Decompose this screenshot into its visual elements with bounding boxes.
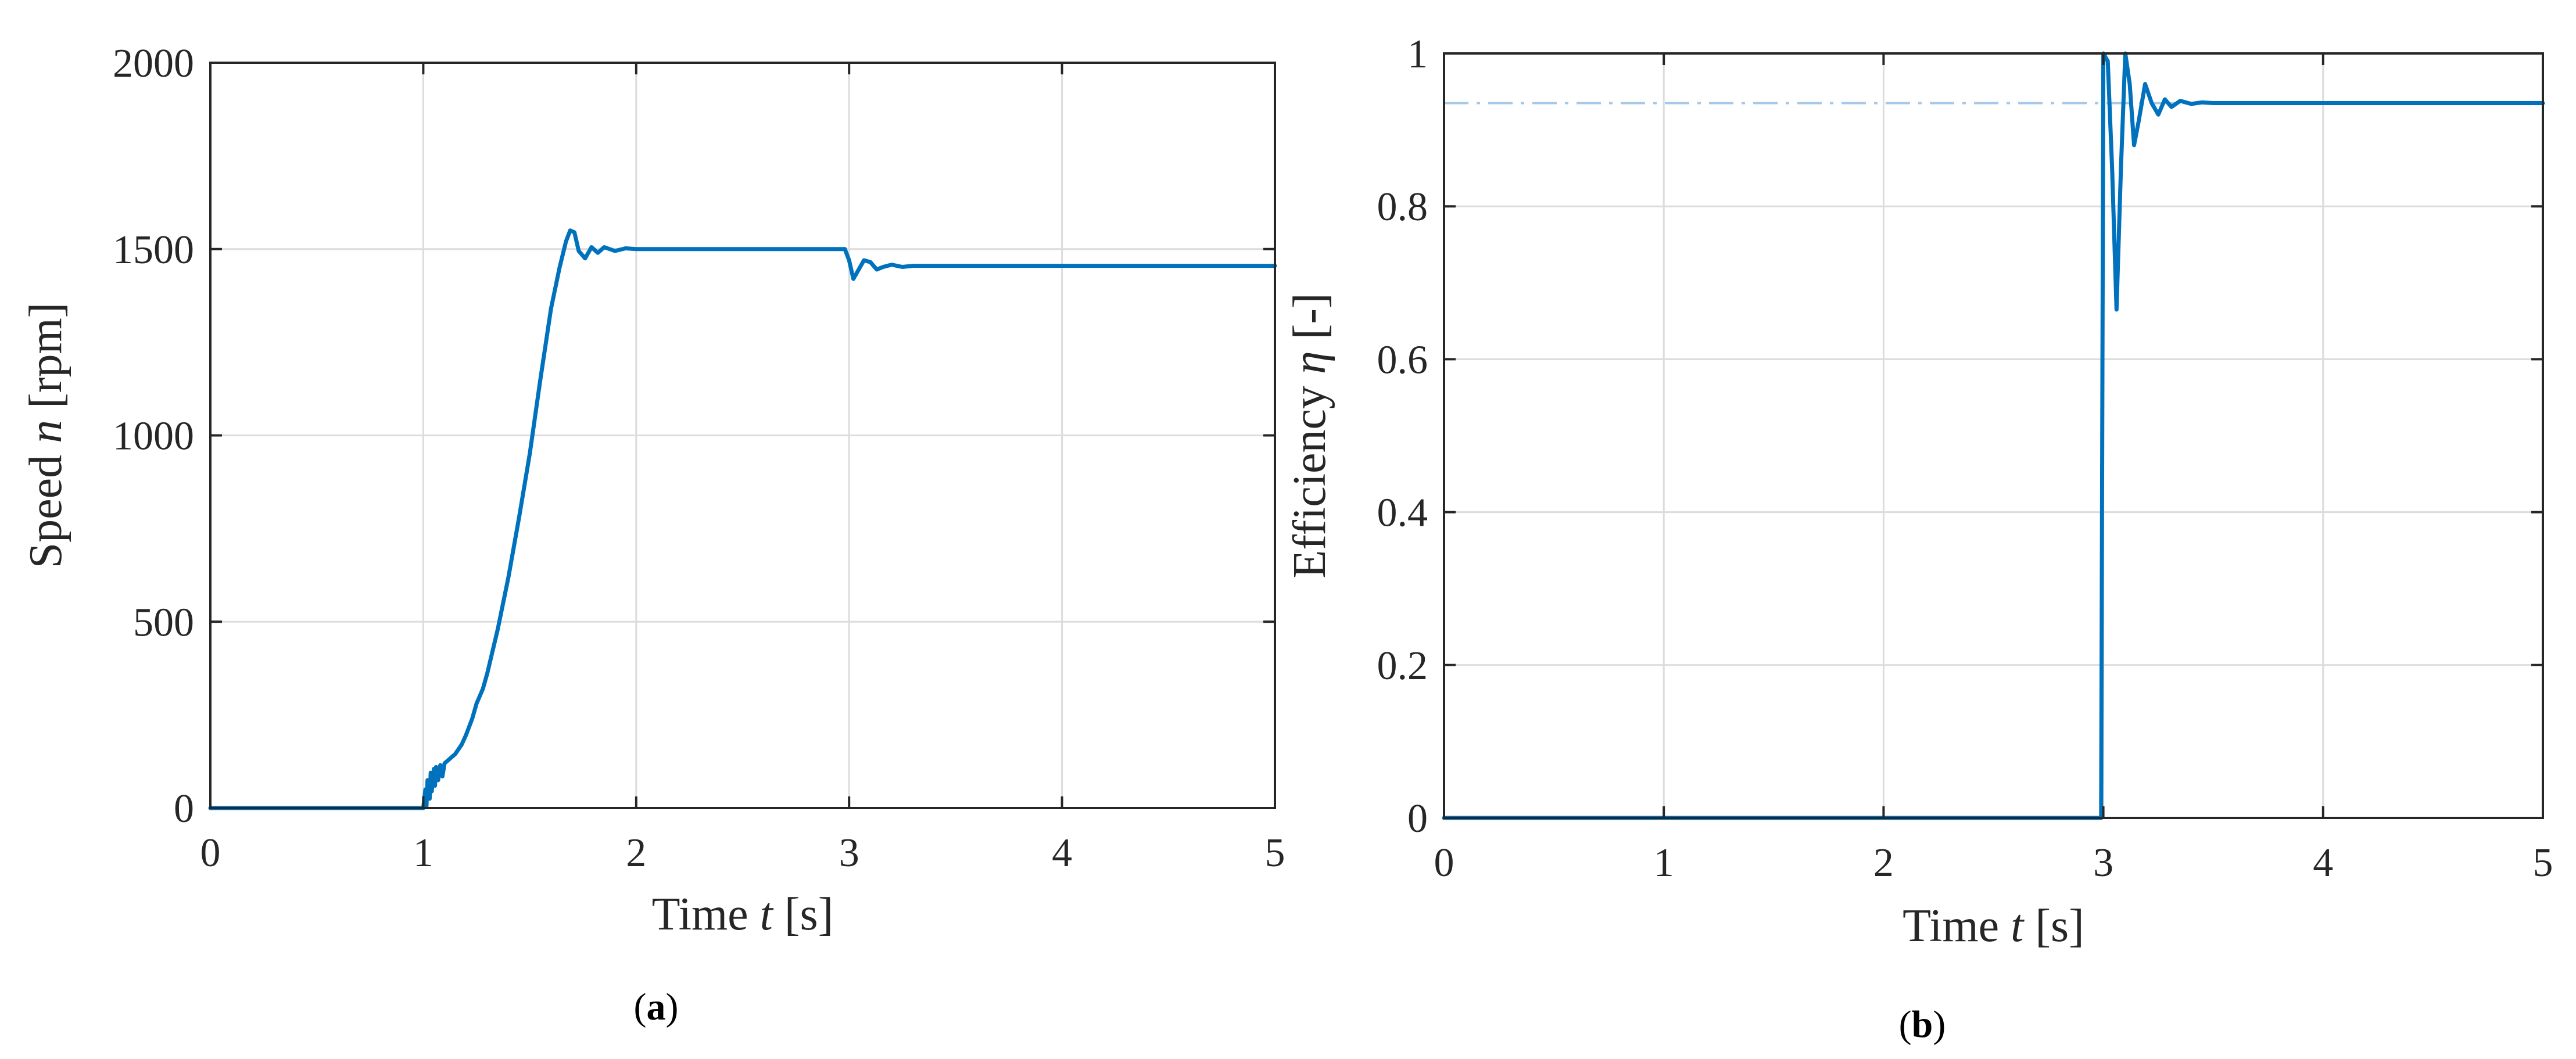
panel-a: 0 1 2 3 4 5 0 500 1000 1500 2000 Time t [s] Speed …	[20, 41, 1285, 1028]
y-tick-label-b: 0.2	[1377, 644, 1428, 688]
x-tick-label-a: 5	[1265, 831, 1285, 875]
x-tick-label-b: 3	[2093, 841, 2113, 885]
panel-caption-b: (b)	[1899, 1003, 1946, 1046]
x-tick-label-b: 2	[1873, 841, 1894, 885]
y-tick-label-a: 1500	[113, 228, 194, 272]
series-lines-b	[1442, 51, 2545, 820]
y-tick-label-a: 2000	[113, 41, 194, 86]
x-tick-label-b: 1	[1654, 841, 1674, 885]
grid-lines-a	[210, 63, 1275, 808]
tick-marks-a	[209, 62, 1276, 809]
x-axis-label-b: Time t [s]	[1903, 900, 2084, 952]
series-line-a	[208, 228, 1277, 810]
y-tick-label-a: 1000	[113, 414, 194, 459]
x-tick-label-a: 2	[626, 831, 646, 875]
y-tick-label-b: 0.6	[1377, 338, 1428, 382]
x-tick-label-a: 3	[839, 831, 859, 875]
y-tick-label-b: 0	[1407, 796, 1428, 841]
y-tick-label-a: 500	[133, 600, 194, 645]
y-tick-label-b: 0.4	[1377, 491, 1428, 536]
x-tick-label-a: 1	[413, 831, 433, 875]
x-tick-label-b: 4	[2313, 841, 2333, 885]
x-tick-label-a: 0	[200, 831, 221, 875]
grid-lines-b	[1444, 53, 2543, 818]
y-axis-label-a: Speed n [rpm]	[20, 303, 71, 569]
y-tick-label-b: 1	[1407, 32, 1428, 77]
y-tick-label-a: 0	[174, 787, 194, 831]
plot-frame-b	[1443, 52, 2544, 819]
tick-labels-a: 0 1 2 3 4 5 0 500 1000 1500 2000	[113, 41, 1285, 875]
tick-labels-b: 0 1 2 3 4 5 0 0.2 0.4 0.6 0.8 1	[1377, 32, 2553, 885]
y-tick-label-b: 0.8	[1377, 185, 1428, 229]
series-line-b	[1442, 51, 2545, 820]
x-tick-label-b: 0	[1434, 841, 1454, 885]
x-tick-label-b: 5	[2533, 841, 2553, 885]
panel-caption-a: (a)	[634, 986, 679, 1028]
series-lines-a	[208, 228, 1277, 810]
x-tick-label-a: 4	[1052, 831, 1072, 875]
x-axis-label-a: Time t [s]	[652, 889, 834, 940]
y-axis-label-b: Efficiency η [-]	[1284, 293, 1335, 578]
tick-marks-b	[1443, 52, 2544, 819]
panel-b: 0 1 2 3 4 5 0 0.2 0.4 0.6 0.8 1 Time t [s] Efficien…	[1284, 32, 2553, 1046]
